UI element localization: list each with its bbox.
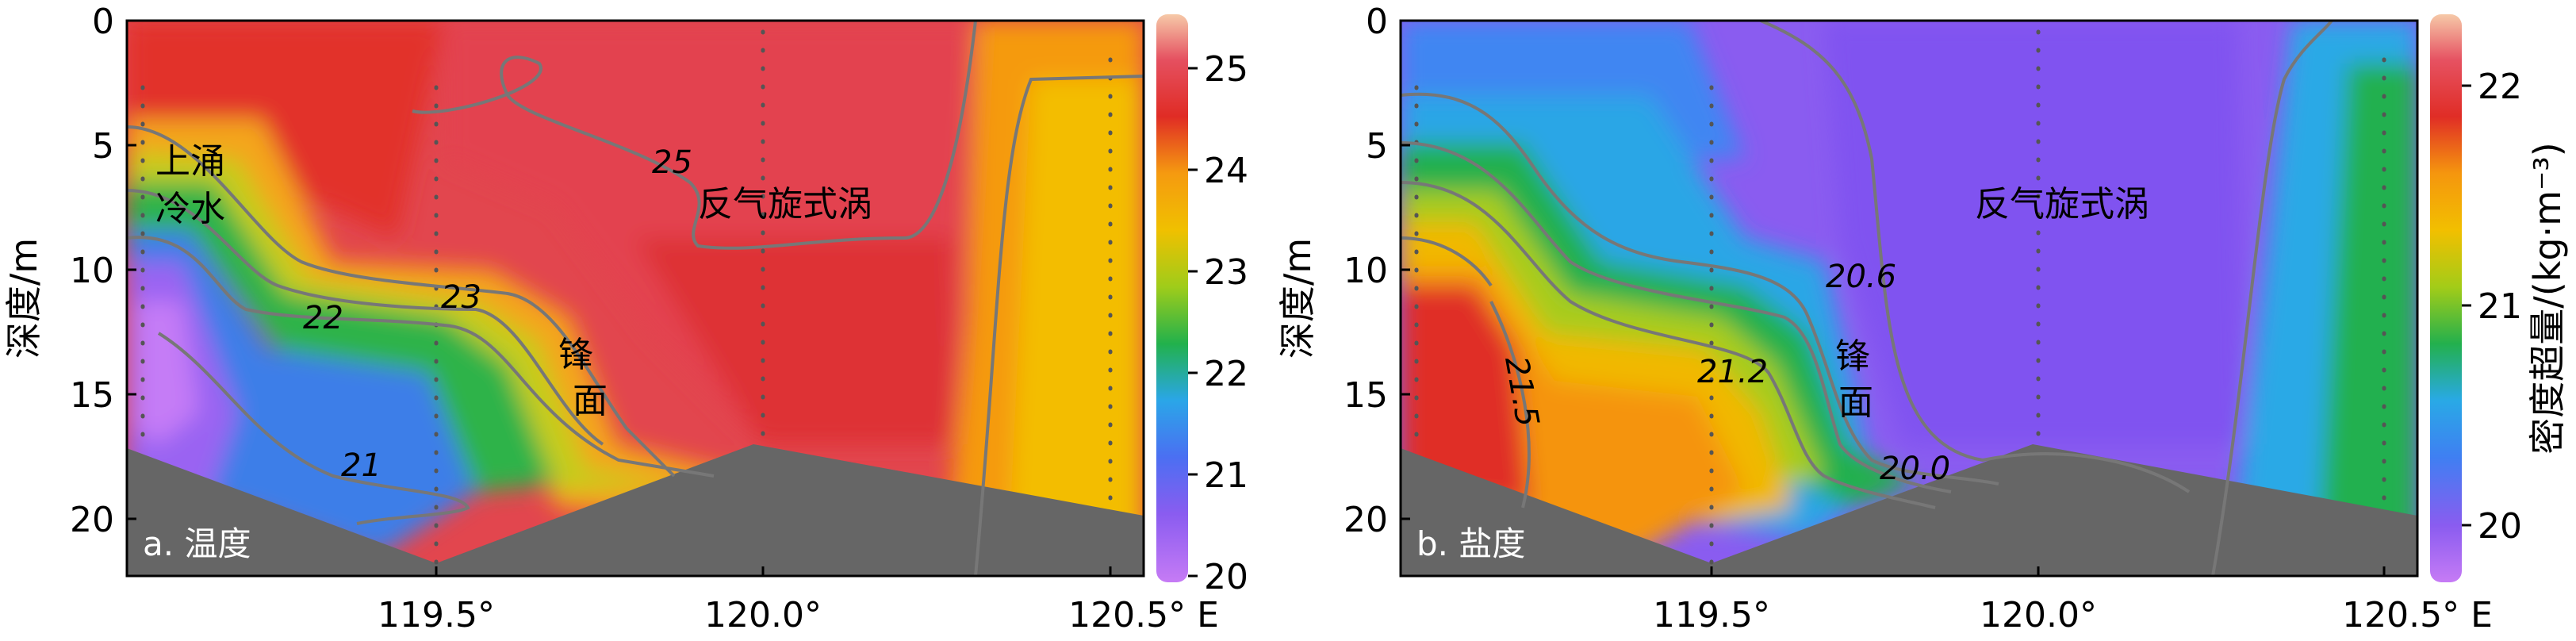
y-tick-label: 0	[1366, 2, 1388, 42]
seabed	[127, 444, 1144, 576]
colorbar-tick-label: 20	[2478, 506, 2522, 547]
salinity-y-axis: 0 5 10 15 20 深度/m	[1276, 2, 1410, 540]
y-axis-title: 深度/m	[1276, 238, 1319, 359]
x-tick-label: 120.5° E	[1068, 595, 1219, 635]
salinity-contours	[1401, 21, 2333, 576]
contour-label-23: 23	[441, 279, 481, 316]
colorbar-tick-label: 23	[1204, 252, 1248, 293]
salinity-colorbar: 20 21 22 密度超量/(kg·m⁻³)	[2430, 14, 2569, 582]
contour-label-20-0: 20.0	[1880, 451, 1950, 487]
x-tick-label: 120.5° E	[2342, 595, 2493, 635]
contour-label-21-2: 21.2	[1697, 354, 1768, 390]
y-tick-label: 5	[1366, 126, 1388, 167]
annotation-front-line2: 面	[573, 381, 608, 421]
temperature-y-axis: 0 5 10 15 20 深度/m	[2, 2, 136, 540]
colorbar-tick-label: 22	[1204, 354, 1248, 394]
x-tick-label: 119.5°	[1653, 595, 1770, 635]
y-tick-label: 20	[1344, 500, 1388, 540]
annotation-front-line1: 锋	[1835, 336, 1870, 377]
annotation-front-line2: 面	[1838, 382, 1873, 423]
colorbar-title: 密度超量/(kg·m⁻³)	[2526, 142, 2569, 454]
y-tick-label: 20	[70, 500, 114, 540]
temperature-colorbar: 20 21 22 23 24 25	[1156, 14, 1248, 597]
annotation-eddy: 反气旋式涡	[1975, 184, 2149, 225]
y-tick-label: 0	[92, 2, 114, 42]
colorbar-tick-label: 20	[1204, 557, 1248, 597]
panel-salinity: 20.0 20.6 21.2 21.5 锋 面 反气旋式涡 b. 盐度 0 5 …	[1276, 2, 2569, 635]
panel-label-temperature: a. 温度	[143, 524, 251, 563]
x-tick-label: 120.0°	[1980, 595, 2097, 635]
colorbar-tick-label: 24	[1204, 151, 1248, 191]
annotation-front-line1: 锋	[558, 335, 593, 375]
contour-label-20-6: 20.6	[1826, 259, 1896, 295]
colorbar-tick-label: 21	[1204, 455, 1248, 496]
temperature-field	[127, 21, 1144, 576]
contour-label-25: 25	[652, 144, 692, 181]
y-tick-label: 10	[70, 251, 114, 291]
annotation-upwelling-line2: 冷水	[155, 189, 225, 229]
y-axis-title: 深度/m	[2, 238, 45, 359]
station-lines	[1414, 29, 2386, 566]
contour-label-21: 21	[341, 447, 381, 484]
salinity-x-axis: 119.5° 120.0° 120.5° E	[1653, 566, 2493, 635]
annotation-upwelling-line1: 上涌	[155, 141, 225, 182]
y-tick-label: 5	[92, 126, 114, 167]
temperature-x-axis: 119.5° 120.0° 120.5° E	[378, 566, 1219, 635]
x-tick-label: 119.5°	[378, 595, 495, 635]
temperature-frame	[125, 19, 1145, 578]
salinity-frame	[1399, 19, 2419, 578]
y-tick-label: 15	[70, 375, 114, 416]
annotation-eddy: 反气旋式涡	[698, 184, 872, 225]
colorbar-tick-label: 25	[1204, 49, 1248, 90]
panel-label-salinity: b. 盐度	[1416, 524, 1525, 563]
y-tick-label: 10	[1344, 251, 1388, 291]
y-tick-label: 15	[1344, 375, 1388, 416]
colorbar-tick-label: 21	[2478, 286, 2522, 327]
panel-temperature: 21 22 23 25 上涌 冷水 锋 面 反气旋式涡 a. 温度 0 5 10…	[2, 2, 1248, 635]
contour-label-22: 22	[303, 300, 343, 336]
temperature-contours	[127, 21, 1144, 576]
colorbar-tick-label: 22	[2478, 67, 2522, 107]
salinity-field	[1401, 21, 2417, 576]
x-tick-label: 120.0°	[704, 595, 822, 635]
